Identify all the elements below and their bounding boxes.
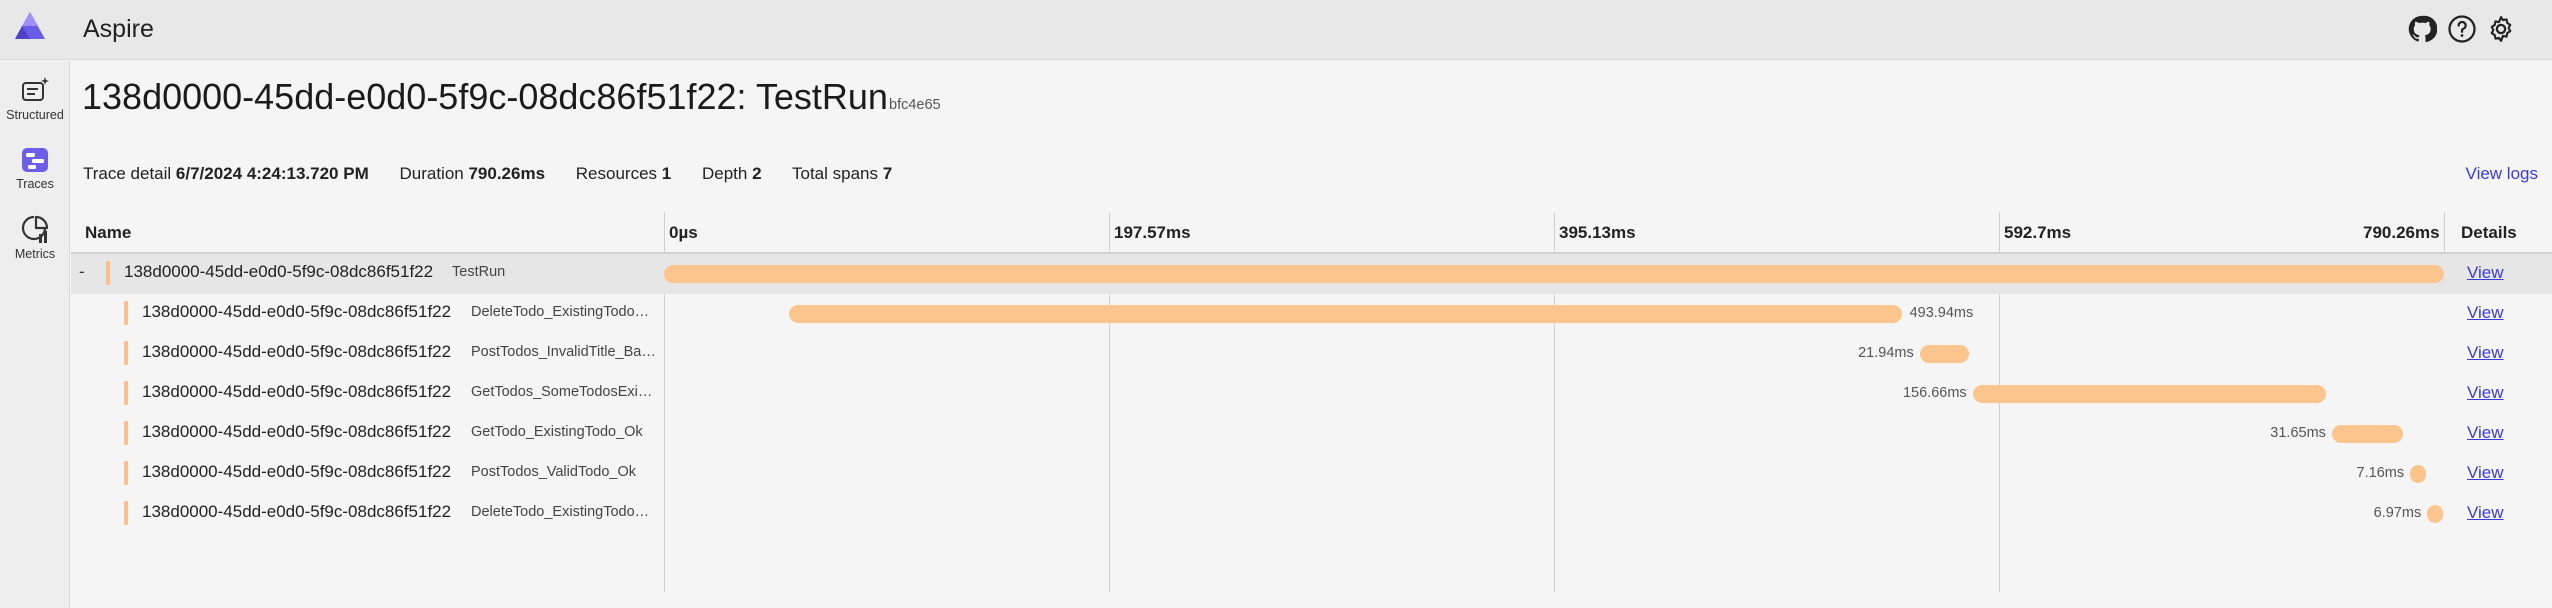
view-span-link[interactable]: View [2467,383,2504,402]
duration-meta: Duration 790.26ms [399,164,546,183]
timeline-tick-0: 0µs [669,223,698,242]
sidebar-nav: Structured Traces Metrics [0,61,70,608]
span-duration-label: 21.94ms [1858,345,1914,361]
timeline-tick-3: 592.7ms [2004,223,2072,242]
aspire-logo-icon[interactable] [14,11,46,41]
span-duration-bar[interactable] [2331,425,2404,443]
span-row[interactable]: 138d0000-45dd-e0d0-5f9c-08dc86f51f22 Post… [71,334,2552,374]
view-span-link[interactable]: View [2467,303,2504,322]
span-row[interactable]: 138d0000-45dd-e0d0-5f9c-08dc86f51f22 Post… [71,454,2552,494]
view-span-link[interactable]: View [2467,343,2504,362]
traces-icon [22,148,48,172]
span-row[interactable]: 138d0000-45dd-e0d0-5f9c-08dc86f51f22 Dele… [71,494,2552,534]
span-trace-id: 138d0000-45dd-e0d0-5f9c-08dc86f51f22 [142,382,452,401]
trace-detail-page: 138d0000-45dd-e0d0-5f9c-08dc86f51f22: Te… [71,61,2552,608]
span-trace-id: 138d0000-45dd-e0d0-5f9c-08dc86f51f22 [142,342,452,361]
span-duration-bar[interactable] [664,265,2444,283]
page-title: 138d0000-45dd-e0d0-5f9c-08dc86f51f22: Te… [82,76,888,117]
help-icon[interactable] [2447,14,2477,44]
total-spans-meta: Total spans 7 [791,164,893,183]
resource-color-marker [124,301,128,325]
app-header: Aspire [0,0,2552,60]
trace-detail-meta: Trace detail 6/7/2024 4:24:13.720 PM [83,164,369,183]
sidebar-item-label: Metrics [14,247,56,261]
sidebar-item-structured[interactable]: Structured [0,67,70,127]
span-duration-label: 7.16ms [2356,465,2405,481]
timeline-gridline [1109,212,1110,592]
app-title[interactable]: Aspire [83,15,154,43]
name-column-header[interactable]: Name [85,223,132,242]
span-row[interactable]: - 138d0000-45dd-e0d0-5f9c-08dc86f51f22 Tes… [71,254,2552,294]
span-duration-bar[interactable] [789,305,1902,323]
view-span-link[interactable]: View [2467,463,2504,482]
span-trace-id: 138d0000-45dd-e0d0-5f9c-08dc86f51f22 [124,262,434,281]
span-name: DeleteTodo_ExistingTodo_Ok [471,304,657,320]
details-divider [2444,212,2445,254]
span-row[interactable]: 138d0000-45dd-e0d0-5f9c-08dc86f51f22 Dele… [71,294,2552,334]
span-trace-id: 138d0000-45dd-e0d0-5f9c-08dc86f51f22 [142,302,452,321]
sidebar-item-label: Structured [6,108,64,122]
span-duration-bar[interactable] [1919,345,1970,363]
resource-color-marker [124,381,128,405]
span-name: PostTodos_ValidTodo_Ok [471,464,636,480]
span-name: PostTodos_InvalidTitle_BadRequest [471,344,657,360]
github-icon[interactable] [2407,14,2438,44]
span-row[interactable]: 138d0000-45dd-e0d0-5f9c-08dc86f51f22 GetT… [71,374,2552,414]
timeline-tick-1: 197.57ms [1114,223,1191,242]
span-name: DeleteTodo_ExistingTodo_NotFound [471,504,657,520]
resources-meta: Resources 1 [575,164,672,183]
view-span-link[interactable]: View [2467,503,2504,522]
timeline-tick-4: 790.26ms [2363,223,2440,242]
sidebar-item-metrics[interactable]: Metrics [0,206,70,266]
span-duration-label: 493.94ms [1909,305,1974,321]
span-trace-id: 138d0000-45dd-e0d0-5f9c-08dc86f51f22 [142,422,452,441]
details-column-header: Details [2461,223,2517,242]
span-trace-id: 138d0000-45dd-e0d0-5f9c-08dc86f51f22 [142,502,452,521]
settings-icon[interactable] [2486,14,2516,44]
timeline-tick-2: 395.13ms [1559,223,1636,242]
timeline-gridline [664,212,665,592]
view-logs-link[interactable]: View logs [2465,164,2538,183]
span-duration-label: 6.97ms [2373,505,2422,521]
span-duration-label: 156.66ms [1902,385,1967,401]
sidebar-item-traces[interactable]: Traces [0,136,70,196]
span-row[interactable]: 138d0000-45dd-e0d0-5f9c-08dc86f51f22 GetT… [71,414,2552,454]
span-duration-bar[interactable] [1972,385,2326,403]
timeline-gridline [1554,212,1555,592]
view-span-link[interactable]: View [2467,263,2504,282]
collapse-toggle[interactable]: - [79,262,85,281]
span-name: GetTodo_ExistingTodo_Ok [471,424,643,440]
trace-short-id: bfc4e65 [889,97,941,113]
span-trace-id: 138d0000-45dd-e0d0-5f9c-08dc86f51f22 [142,462,452,481]
resource-color-marker [124,341,128,365]
trace-summary: Trace detail 6/7/2024 4:24:13.720 PM Dur… [83,164,918,184]
resource-color-marker [124,421,128,445]
span-name: TestRun [452,264,506,280]
resource-color-marker [124,461,128,485]
depth-meta: Depth 2 [701,164,762,183]
resource-color-marker [106,261,110,285]
span-waterfall-grid: Name 0µs 197.57ms 395.13ms 592.7ms 790.2… [71,212,2552,592]
header-divider [71,252,2552,254]
metrics-icon [21,215,49,243]
span-name: GetTodos_SomeTodosExist_Ok [471,384,657,400]
view-span-link[interactable]: View [2467,423,2504,442]
sidebar-item-label: Traces [16,177,54,191]
structured-logs-icon [22,77,49,101]
span-duration-bar[interactable] [2427,505,2443,523]
resource-color-marker [124,501,128,525]
span-duration-bar[interactable] [2410,465,2427,483]
span-duration-label: 31.65ms [2270,425,2326,441]
